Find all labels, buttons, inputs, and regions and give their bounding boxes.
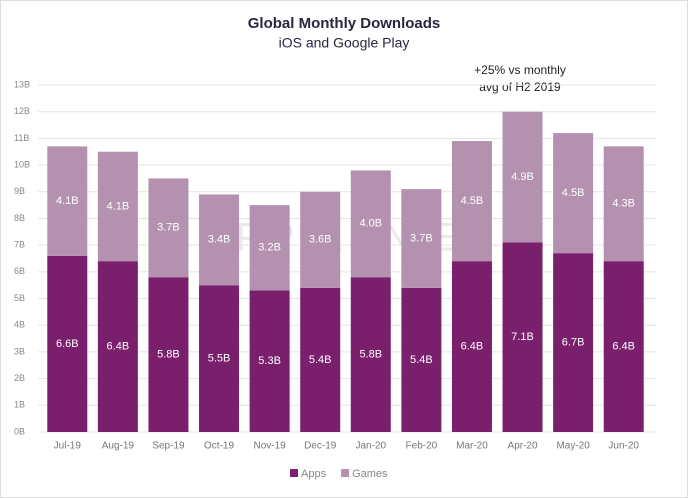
value-label: 6.4B: [461, 340, 484, 352]
legend-label: Apps: [301, 468, 327, 480]
bar-segment: [350, 170, 391, 278]
bar-segment: [451, 141, 492, 262]
bar-segment: [401, 189, 442, 288]
value-label: 6.4B: [612, 340, 635, 352]
bar-segment: [199, 285, 240, 432]
value-label: 4.3B: [612, 198, 635, 210]
x-tick-label: Jul-19: [54, 441, 82, 452]
y-tick-label: 6B: [14, 266, 25, 276]
y-tick-label: 8B: [14, 213, 25, 223]
y-tick-label: 0B: [14, 426, 25, 436]
value-label: 4.5B: [562, 187, 585, 199]
value-label: 5.4B: [410, 354, 433, 366]
value-label: 5.8B: [157, 348, 180, 360]
chart-subtitle: iOS and Google Play: [279, 35, 410, 51]
bar-segment: [47, 255, 88, 432]
bar-segment: [199, 194, 240, 286]
x-tick-label: Aug-19: [102, 441, 135, 452]
annotation: +25% vs monthly: [474, 63, 566, 77]
y-tick-label: 2B: [14, 373, 25, 383]
bar-segment: [249, 290, 290, 432]
value-label: 5.8B: [359, 348, 382, 360]
y-tick-label: 7B: [14, 240, 25, 250]
value-label: 3.7B: [410, 232, 433, 244]
chart-title: Global Monthly Downloads: [248, 15, 441, 32]
bar-segment: [401, 287, 442, 432]
bar-segment: [553, 133, 594, 254]
bar-segment: [502, 111, 543, 243]
value-label: 3.7B: [157, 222, 180, 234]
y-tick-label: 9B: [14, 186, 25, 196]
value-label: 4.1B: [107, 200, 130, 212]
value-label: 4.9B: [511, 171, 534, 183]
bar-segment: [97, 151, 138, 262]
legend-swatch: [341, 469, 350, 477]
x-tick-label: Feb-20: [406, 441, 438, 452]
value-label: 6.4B: [107, 340, 130, 352]
bar-segment: [148, 277, 189, 432]
y-tick-label: 13B: [14, 79, 30, 89]
value-label: 5.3B: [258, 355, 281, 367]
value-label: 6.6B: [56, 338, 79, 350]
bar-segment: [300, 287, 341, 432]
x-tick-label: Jan-20: [356, 441, 387, 452]
bar-segment: [148, 178, 189, 278]
value-label: 3.4B: [208, 234, 231, 246]
value-label: 5.4B: [309, 354, 332, 366]
value-label: 4.5B: [461, 195, 484, 207]
bar-segment: [300, 191, 341, 288]
value-label: 5.5B: [208, 353, 231, 365]
value-label: 4.1B: [56, 195, 79, 207]
x-tick-label: Jun-20: [608, 441, 639, 452]
bar-segment: [350, 277, 391, 432]
legend-label: Games: [352, 468, 388, 480]
value-label: 4.0B: [359, 218, 382, 230]
value-label: 3.2B: [258, 242, 281, 254]
annotation: avg of H2 2019: [479, 80, 561, 94]
y-tick-label: 5B: [14, 293, 25, 303]
x-tick-label: Oct-19: [204, 441, 234, 452]
bar-segment: [47, 146, 88, 256]
bar-segment: [553, 253, 594, 432]
x-tick-label: Dec-19: [304, 441, 337, 452]
value-label: 7.1B: [511, 331, 534, 343]
x-tick-label: May-20: [556, 441, 590, 452]
x-tick-label: Apr-20: [508, 441, 538, 452]
y-tick-label: 3B: [14, 346, 25, 356]
y-tick-label: 1B: [14, 400, 25, 410]
bar-segment: [451, 261, 492, 432]
bar-segment: [603, 261, 644, 432]
x-tick-label: Nov-19: [254, 441, 287, 452]
x-tick-label: Sep-19: [152, 441, 185, 452]
bar-segment: [249, 205, 290, 291]
value-label: 6.7B: [562, 336, 585, 348]
bar-segment: [502, 242, 543, 432]
y-tick-label: 12B: [14, 106, 30, 116]
bar-segment: [97, 261, 138, 432]
y-tick-label: 4B: [14, 320, 25, 330]
x-tick-label: Mar-20: [456, 441, 488, 452]
bar-segment: [603, 146, 644, 262]
y-tick-label: 10B: [14, 159, 30, 169]
y-tick-label: 11B: [14, 133, 29, 143]
value-label: 3.6B: [309, 234, 332, 246]
legend-swatch: [290, 469, 298, 477]
